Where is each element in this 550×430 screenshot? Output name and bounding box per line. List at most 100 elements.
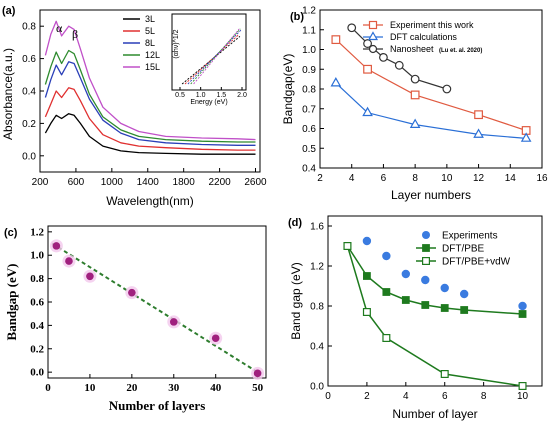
inset-y-axis-label: (αhν)^1/2 [173, 29, 180, 58]
data-point [86, 272, 94, 281]
panel-b-y-tick-label: 0.9 [302, 65, 316, 76]
panel-d-y-tick-label: 0.8 [310, 302, 324, 313]
panel-b-x-tick-label: 10 [441, 173, 453, 184]
legend-marker-experiment-this-work [368, 20, 378, 30]
panel-c-y-tick-label: 0.6 [30, 297, 44, 309]
data-point-dft-pbe-vdw [382, 334, 391, 343]
panel-a-alpha-annotation: α [56, 21, 63, 35]
panel-b-y-tick-label: 0.5 [302, 144, 316, 155]
data-point-nanosheet [410, 74, 420, 84]
panel-b-series [330, 23, 532, 142]
inset-frame [171, 13, 247, 91]
panel-d-x-ticks: 0 2 4 6 8 10 [325, 382, 529, 402]
panel-c-y-tick-label: 0.0 [30, 367, 44, 379]
data-point [65, 257, 73, 265]
legend-label-8l: 8L [145, 38, 155, 48]
data-point-experiments [401, 269, 411, 279]
panel-d: (d) 0 2 4 6 8 10 0.0 0.4 0.8 1.2 1.6 Number of la… [288, 215, 543, 421]
data-point-dft-pbe-vdw [440, 370, 449, 379]
inset-x-tick-label: 0.5 [175, 92, 185, 99]
panel-a-x-tick-label: 600 [68, 177, 85, 188]
legend-marker-dft-pbe-vdw [422, 257, 431, 266]
inset-curve-8l [187, 29, 242, 85]
legend-label-dft-pbe-vdw: DFT/PBE+vdW [442, 257, 511, 268]
panel-c-y-tick-label: 0.8 [30, 273, 44, 285]
data-point [253, 369, 262, 378]
panel-b-y-axis-label: Bandgap(eV) [281, 54, 295, 125]
data-point-experiment-this-work [331, 35, 341, 45]
inset-x-axis-label: Energy (eV) [190, 99, 227, 106]
panel-a-x-tick-label: 200 [32, 177, 49, 188]
panel-d-y-ticks: 0.0 0.4 0.8 1.2 1.6 [310, 222, 332, 393]
panel-a-y-axis-label: Absorbance(a.u.) [1, 48, 15, 140]
panel-d-label: (d) [288, 217, 302, 229]
data-point-experiments [459, 289, 469, 299]
data-point-dft-pbe-vdw [518, 382, 527, 391]
panel-d-legend: Experiments DFT/PBE DFT/PBE+vdW [416, 231, 511, 268]
legend-label-experiments: Experiments [442, 231, 498, 242]
panel-c-y-tick-label: 0.4 [30, 320, 44, 332]
legend-marker-experiments [422, 231, 430, 239]
panel-c-series [49, 239, 265, 380]
panel-a-x-tick-label: 1400 [137, 177, 160, 188]
panel-d-plot-frame [327, 215, 543, 387]
panel-c-y-tick-label: 1.0 [30, 250, 44, 262]
panel-d-x-tick-label: 4 [403, 391, 409, 402]
data-point-dft-calculations [409, 118, 421, 128]
series-line-dft-calculations [335, 82, 527, 139]
panel-b-y-tick-label: 1.2 [302, 6, 316, 17]
panel-d-x-tick-label: 8 [481, 391, 487, 402]
data-point-experiments [518, 301, 527, 311]
panel-a-y-tick-label: 0.2 [22, 119, 36, 130]
inset-x-ticks: 0.5 1.0 1.5 2.0 [175, 87, 247, 99]
series-line-5l [44, 87, 256, 151]
panel-a-x-tick-label: 1000 [101, 177, 124, 188]
panel-a: (a) 200 600 1000 1400 1800 2200 2600 0.0 0.2 0.4… [1, 5, 267, 208]
panel-d-x-axis-label: Number of layer [392, 407, 477, 421]
panel-c: (c) 0 10 20 30 40 50 0.0 0.2 0.4 0.6 0.8 1.0 1.2 Nu… [4, 225, 267, 413]
data-point-experiments [421, 275, 430, 285]
panel-b-x-tick-label: 8 [412, 173, 418, 184]
data-point [211, 334, 220, 343]
panel-a-y-tick-label: 0.4 [22, 87, 36, 98]
panel-a-x-tick-label: 2600 [244, 177, 267, 188]
data-point-dft-pbe [363, 272, 371, 280]
data-point-nanosheet [379, 53, 388, 62]
panel-c-x-axis-label: Number of layers [109, 398, 206, 413]
panel-b-x-tick-label: 16 [536, 173, 548, 184]
panel-d-y-tick-label: 0.4 [310, 342, 324, 353]
panel-d-series [343, 236, 527, 391]
data-point-dft-calculations [473, 128, 484, 138]
panel-a-y-tick-label: 0.6 [22, 54, 36, 65]
panel-c-y-tick-label: 1.2 [30, 226, 44, 238]
panel-a-series [44, 20, 256, 155]
data-point-dft-pbe-vdw [343, 242, 352, 251]
inset-curve-12l [190, 28, 241, 85]
panel-b-x-ticks: 2 4 6 8 10 12 14 16 [317, 164, 548, 184]
panel-a-legend: 3L 5L 8L 12L 15L [123, 14, 160, 72]
data-point-experiment-this-work [363, 64, 372, 74]
panel-c-x-tick-label: 40 [210, 382, 222, 394]
panel-b-x-tick-label: 6 [381, 173, 387, 184]
panel-b-x-tick-label: 4 [349, 173, 355, 184]
panel-d-x-tick-label: 6 [442, 391, 448, 402]
legend-label-15l: 15L [145, 62, 160, 72]
panel-b-label: (b) [290, 11, 304, 23]
data-point-dft-pbe-vdw [362, 308, 371, 317]
panel-b-y-tick-label: 1.0 [302, 45, 316, 56]
series-line-3l [44, 113, 256, 155]
data-point [128, 288, 136, 297]
data-point [52, 242, 61, 250]
panel-d-x-tick-label: 2 [364, 391, 370, 402]
data-point-experiments [440, 283, 449, 293]
legend-label-experiment-this-work: Experiment this work [390, 20, 474, 30]
panel-c-x-tick-label: 0 [45, 382, 51, 394]
panel-b-x-tick-label: 2 [317, 173, 323, 184]
inset-x-tick-label: 2.0 [237, 92, 247, 99]
data-point-dft-calculations [362, 106, 373, 117]
data-point-dft-pbe [382, 288, 391, 296]
legend-note-nanosheet: (Lu et. al. 2020) [439, 48, 482, 54]
panel-a-y-ticks: 0.0 0.2 0.4 0.6 0.8 [22, 22, 44, 162]
legend-label-dft-calculations: DFT calculations [390, 32, 457, 42]
